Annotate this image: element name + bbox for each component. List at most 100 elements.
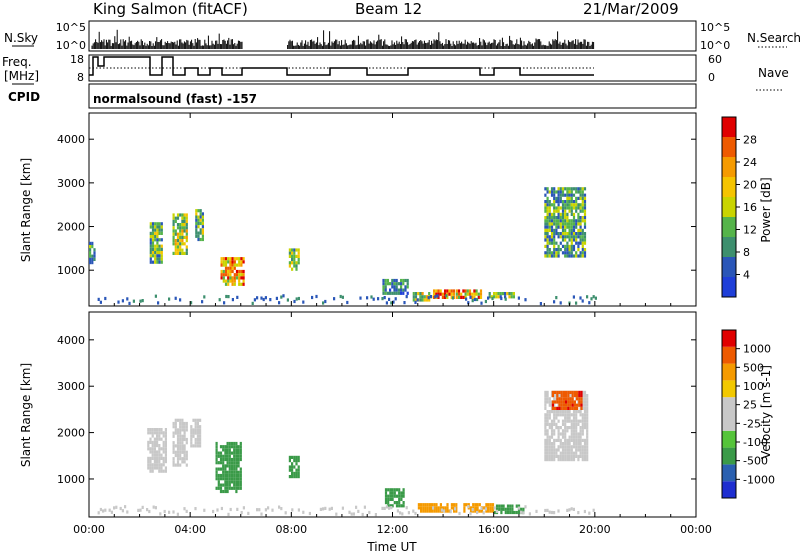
data-cell — [149, 460, 152, 464]
data-cell — [302, 510, 305, 514]
data-cell — [555, 413, 558, 417]
data-cell — [174, 251, 177, 255]
data-cell — [183, 242, 186, 246]
data-cell — [297, 251, 300, 255]
data-cell — [577, 254, 580, 258]
data-cell — [455, 292, 458, 296]
data-cell — [295, 261, 298, 265]
data-cell — [557, 435, 560, 439]
data-cell — [228, 454, 231, 458]
data-cell — [156, 251, 159, 255]
data-cell — [562, 400, 565, 404]
data-cell — [580, 394, 583, 398]
data-cell — [435, 289, 438, 293]
data-cell — [224, 457, 227, 462]
data-cell — [176, 226, 180, 230]
data-cell — [568, 426, 571, 430]
data-cell — [577, 235, 580, 239]
data-cell — [557, 413, 560, 417]
data-cell — [555, 438, 558, 442]
data-cell — [557, 232, 560, 236]
data-cell — [228, 451, 231, 455]
data-cell — [581, 254, 584, 258]
data-cell — [506, 510, 510, 515]
data-cell — [215, 454, 218, 458]
data-cell — [93, 251, 96, 255]
data-cell — [398, 497, 401, 501]
data-cell — [297, 468, 300, 472]
data-cell — [564, 225, 567, 229]
data-cell — [553, 403, 556, 407]
data-cell — [361, 512, 364, 517]
data-cell — [222, 260, 225, 264]
x-axis-label: Time UT — [366, 540, 417, 554]
data-cell — [293, 258, 296, 262]
data-cell — [147, 463, 150, 467]
data-cell — [577, 435, 580, 439]
data-cell — [570, 435, 573, 439]
data-cell — [581, 200, 584, 204]
data-cell — [473, 289, 476, 293]
data-cell — [387, 494, 390, 498]
data-cell — [231, 269, 234, 274]
data-cell — [437, 289, 440, 293]
data-cell — [555, 209, 558, 213]
data-cell — [382, 288, 385, 292]
data-cell — [555, 222, 558, 226]
data-cell — [194, 441, 197, 445]
data-cell — [515, 504, 518, 508]
data-cell — [199, 215, 202, 219]
data-cell — [479, 292, 483, 296]
data-cell — [179, 223, 182, 227]
data-cell — [576, 403, 579, 407]
data-cell — [487, 506, 490, 510]
data-cell — [539, 302, 542, 306]
data-cell — [185, 213, 188, 217]
data-cell — [172, 457, 175, 461]
data-cell — [506, 507, 510, 511]
data-cell — [546, 432, 549, 436]
data-cell — [341, 295, 344, 299]
data-cell — [566, 241, 569, 245]
data-cell — [172, 444, 175, 448]
data-cell — [478, 509, 481, 513]
data-cell — [390, 506, 393, 510]
data-cell — [544, 451, 547, 455]
data-cell — [156, 254, 159, 258]
data-cell — [176, 512, 179, 516]
data-cell — [160, 463, 163, 467]
data-cell — [575, 241, 578, 245]
data-cell — [544, 438, 547, 442]
data-cell — [227, 512, 230, 516]
data-cell — [559, 451, 562, 455]
data-cell — [239, 448, 242, 452]
data-cell — [548, 454, 551, 458]
data-cell — [548, 190, 551, 194]
colorbar-swatch — [722, 363, 736, 381]
data-cell — [226, 477, 229, 481]
data-cell — [377, 297, 380, 301]
data-cell — [147, 447, 150, 451]
data-cell — [195, 231, 198, 235]
data-cell — [457, 292, 461, 296]
data-cell — [586, 432, 589, 436]
data-cell — [568, 187, 571, 191]
data-cell — [428, 506, 431, 510]
data-cell — [181, 434, 184, 438]
data-cell — [235, 467, 238, 471]
data-cell — [553, 410, 556, 414]
data-cell — [387, 504, 390, 508]
data-cell — [550, 445, 554, 449]
data-cell — [230, 445, 234, 449]
data-cell — [190, 441, 193, 445]
data-cell — [223, 301, 226, 305]
data-cell — [179, 248, 182, 252]
data-cell — [581, 216, 584, 220]
data-cell — [565, 406, 568, 410]
data-cell — [559, 432, 562, 436]
data-cell — [153, 440, 156, 444]
data-cell — [425, 298, 429, 302]
data-cell — [176, 457, 180, 461]
data-cell — [269, 298, 272, 302]
data-cell — [179, 450, 182, 454]
